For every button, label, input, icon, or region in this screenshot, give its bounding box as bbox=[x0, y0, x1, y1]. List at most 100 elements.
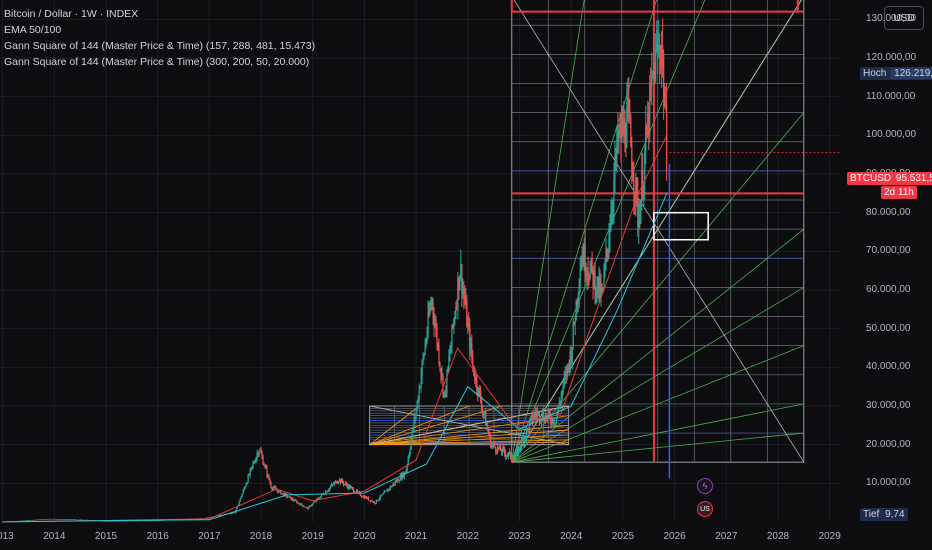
candle-body bbox=[329, 487, 331, 491]
current-value: 95.531,54 bbox=[895, 173, 932, 184]
candle-body bbox=[412, 428, 414, 431]
candle-body bbox=[496, 450, 498, 453]
candle-body bbox=[219, 514, 221, 516]
candle-body bbox=[398, 480, 400, 482]
candle-body bbox=[124, 520, 126, 522]
candle-body bbox=[554, 423, 556, 424]
candle-body bbox=[557, 405, 559, 413]
candle-body bbox=[145, 520, 147, 522]
candle-body bbox=[72, 519, 74, 520]
candle-body bbox=[239, 498, 241, 502]
candle-body bbox=[456, 307, 458, 308]
candle-body bbox=[388, 488, 390, 490]
candle-body bbox=[501, 450, 503, 453]
high-price-tag: Hoch 126.219,03 bbox=[860, 67, 932, 80]
candle-body bbox=[612, 205, 614, 212]
candle-body bbox=[657, 44, 659, 52]
candle-body bbox=[429, 306, 431, 315]
candle-body bbox=[415, 409, 417, 418]
candle-body bbox=[541, 413, 543, 421]
candle-body bbox=[451, 324, 453, 346]
candle-body bbox=[52, 519, 54, 520]
candle-body bbox=[440, 369, 442, 376]
candle-body bbox=[561, 390, 563, 396]
candle-body bbox=[433, 314, 435, 326]
candle-body bbox=[528, 422, 531, 432]
candle-body bbox=[452, 324, 454, 327]
candle-body bbox=[550, 420, 552, 424]
candle-body bbox=[328, 490, 330, 491]
candle-body bbox=[135, 520, 137, 522]
candle-body bbox=[427, 311, 429, 334]
candle-body bbox=[446, 370, 448, 393]
x-tick-label: 2025 bbox=[611, 531, 635, 542]
candle-body bbox=[593, 270, 595, 287]
candle-body bbox=[309, 505, 311, 507]
candle-body bbox=[103, 520, 105, 522]
candle-body bbox=[250, 467, 252, 470]
candle-body bbox=[372, 501, 374, 503]
candle-body bbox=[562, 381, 564, 391]
symbol-title[interactable]: Bitcoin / Dollar · 1W · INDEX bbox=[4, 8, 139, 20]
gann-legend-item-1[interactable]: Gann Square of 144 (Master Price & Time)… bbox=[4, 40, 316, 52]
candle-body bbox=[524, 437, 527, 439]
candle-body bbox=[348, 485, 351, 489]
y-tick-label: 40.000,00 bbox=[866, 361, 911, 373]
candle-body bbox=[47, 519, 49, 520]
candle-body bbox=[256, 453, 258, 458]
candle-body bbox=[510, 457, 513, 460]
x-tick-label: 2021 bbox=[404, 531, 428, 542]
candle-body bbox=[18, 520, 21, 522]
ema-legend-item[interactable]: EMA 50/100 bbox=[4, 24, 62, 36]
candle-body bbox=[615, 154, 617, 160]
candle-body bbox=[119, 520, 121, 522]
candle-body bbox=[411, 430, 413, 440]
candle-body bbox=[460, 264, 462, 276]
candle-body bbox=[530, 416, 533, 419]
candle-body bbox=[127, 520, 129, 522]
candle-body bbox=[294, 499, 296, 502]
gann-diagonal bbox=[511, 0, 802, 463]
candle-body bbox=[490, 435, 492, 448]
candle-body bbox=[104, 520, 106, 522]
candle-body bbox=[231, 513, 233, 514]
candle-body bbox=[413, 417, 415, 429]
candle-body bbox=[588, 276, 590, 280]
candle-body bbox=[21, 520, 24, 522]
candle-body bbox=[232, 512, 234, 514]
candle-body bbox=[287, 497, 289, 498]
gann-fan-line bbox=[511, 0, 585, 463]
candle-body bbox=[555, 417, 557, 424]
candle-body bbox=[655, 46, 657, 82]
candle-body bbox=[110, 521, 112, 522]
candle-body bbox=[663, 54, 665, 101]
currency-button[interactable]: USD bbox=[884, 6, 924, 30]
candle-body bbox=[389, 486, 391, 490]
x-tick-label: 2020 bbox=[353, 531, 376, 542]
candle-body bbox=[647, 112, 649, 135]
candle-body bbox=[378, 498, 380, 501]
candle-body bbox=[363, 496, 366, 499]
candle-body bbox=[25, 520, 28, 522]
candle-body bbox=[392, 483, 394, 486]
event-lightning-icon[interactable]: ϟ bbox=[697, 478, 713, 494]
highlight-box bbox=[653, 211, 709, 241]
candle-body bbox=[81, 519, 83, 521]
candle-body bbox=[39, 519, 41, 521]
candle-body bbox=[332, 484, 334, 485]
bar-countdown: 2d 11h bbox=[881, 186, 917, 199]
gann-legend-item-2[interactable]: Gann Square of 144 (Master Price & Time)… bbox=[4, 56, 310, 68]
candle-body bbox=[238, 501, 240, 506]
candle-body bbox=[551, 417, 553, 424]
candle-body bbox=[442, 374, 444, 394]
candle-body bbox=[221, 514, 223, 516]
candle-body bbox=[29, 520, 32, 521]
candle-body bbox=[299, 503, 301, 505]
candle-body bbox=[324, 494, 326, 495]
candle-body bbox=[308, 506, 310, 509]
candle-body bbox=[502, 447, 504, 453]
event-us-flag-icon[interactable]: US bbox=[697, 501, 713, 517]
candle-body bbox=[383, 491, 385, 494]
candle-body bbox=[651, 72, 653, 87]
